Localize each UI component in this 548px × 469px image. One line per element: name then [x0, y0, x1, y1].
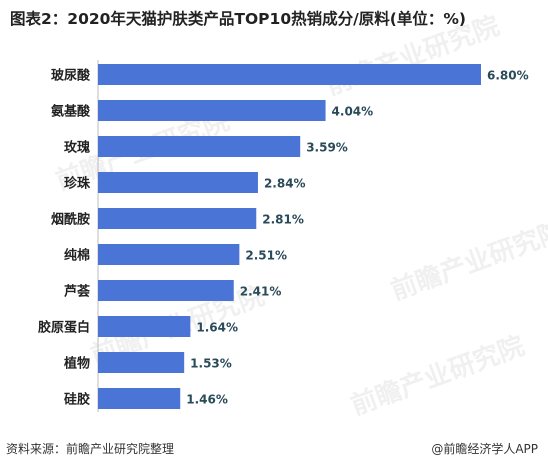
credit-note: @前瞻经济学人APP: [431, 442, 538, 456]
bar: [98, 280, 234, 301]
value-label: 1.64%: [196, 321, 238, 335]
watermark-text: 前瞻产业研究院: [347, 330, 529, 421]
value-label: 2.51%: [245, 249, 287, 263]
value-label: 1.46%: [186, 393, 228, 407]
watermark-text: 前瞻产业研究院: [322, 10, 504, 101]
bars-group: 玻尿酸 6.80% 氨基酸 4.04% 玫瑰 3.59% 珍珠 2.84% 烟酰胺 2.81% 纯棉…: [38, 64, 529, 409]
value-label: 3.59%: [306, 141, 348, 155]
source-note: 资料来源：前瞻产业研究院整理: [6, 442, 175, 456]
bar: [98, 64, 481, 85]
bar: [98, 208, 257, 229]
category-label: 氨基酸: [50, 104, 91, 120]
value-label: 6.80%: [487, 69, 529, 83]
bar: [98, 172, 258, 193]
category-label: 纯棉: [64, 248, 90, 264]
bar: [98, 388, 181, 409]
bar: [98, 136, 301, 157]
bar: [98, 100, 326, 121]
category-label: 玻尿酸: [51, 68, 91, 84]
category-label: 珍珠: [64, 176, 91, 192]
category-label: 硅胶: [64, 392, 90, 408]
value-label: 4.04%: [332, 105, 374, 119]
bar: [98, 352, 185, 373]
value-label: 2.84%: [264, 177, 306, 191]
bar: [98, 244, 240, 265]
category-label: 芦荟: [64, 284, 91, 300]
category-label: 胶原蛋白: [38, 320, 90, 336]
chart-title: 图表2：2020年天猫护肤类产品TOP10热销成分/原料(单位：%): [10, 10, 466, 28]
category-label: 烟酰胺: [51, 212, 90, 228]
value-label: 2.41%: [240, 285, 282, 299]
bar: [98, 316, 191, 337]
category-label: 植物: [63, 356, 90, 372]
watermark-text: 前瞻产业研究院: [387, 215, 548, 306]
value-label: 1.53%: [190, 357, 232, 371]
category-label: 玫瑰: [64, 140, 90, 156]
value-label: 2.81%: [262, 213, 304, 227]
